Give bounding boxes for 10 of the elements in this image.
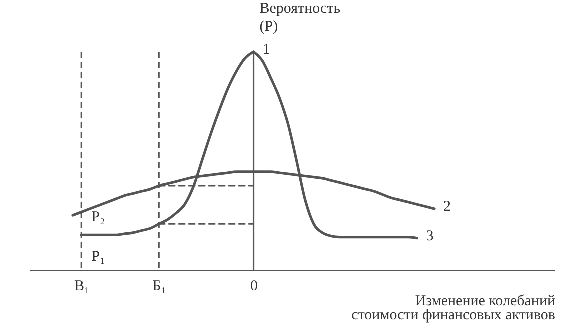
series-label: 2 [444,198,452,215]
y-axis-title: Вероятность (P) [260,1,341,35]
series-label: 3 [426,228,434,244]
series-label: 1 [262,42,270,58]
x-tick-label: Б₁ [152,278,167,294]
annotation: P₂ [92,210,106,226]
annotation: P₁ [92,249,106,266]
x-tick-label: 0 [250,278,258,294]
x-axis-title: Изменение колебаний стоимости финансовых активов [352,294,556,324]
x-tick-label: B₁ [74,278,90,294]
